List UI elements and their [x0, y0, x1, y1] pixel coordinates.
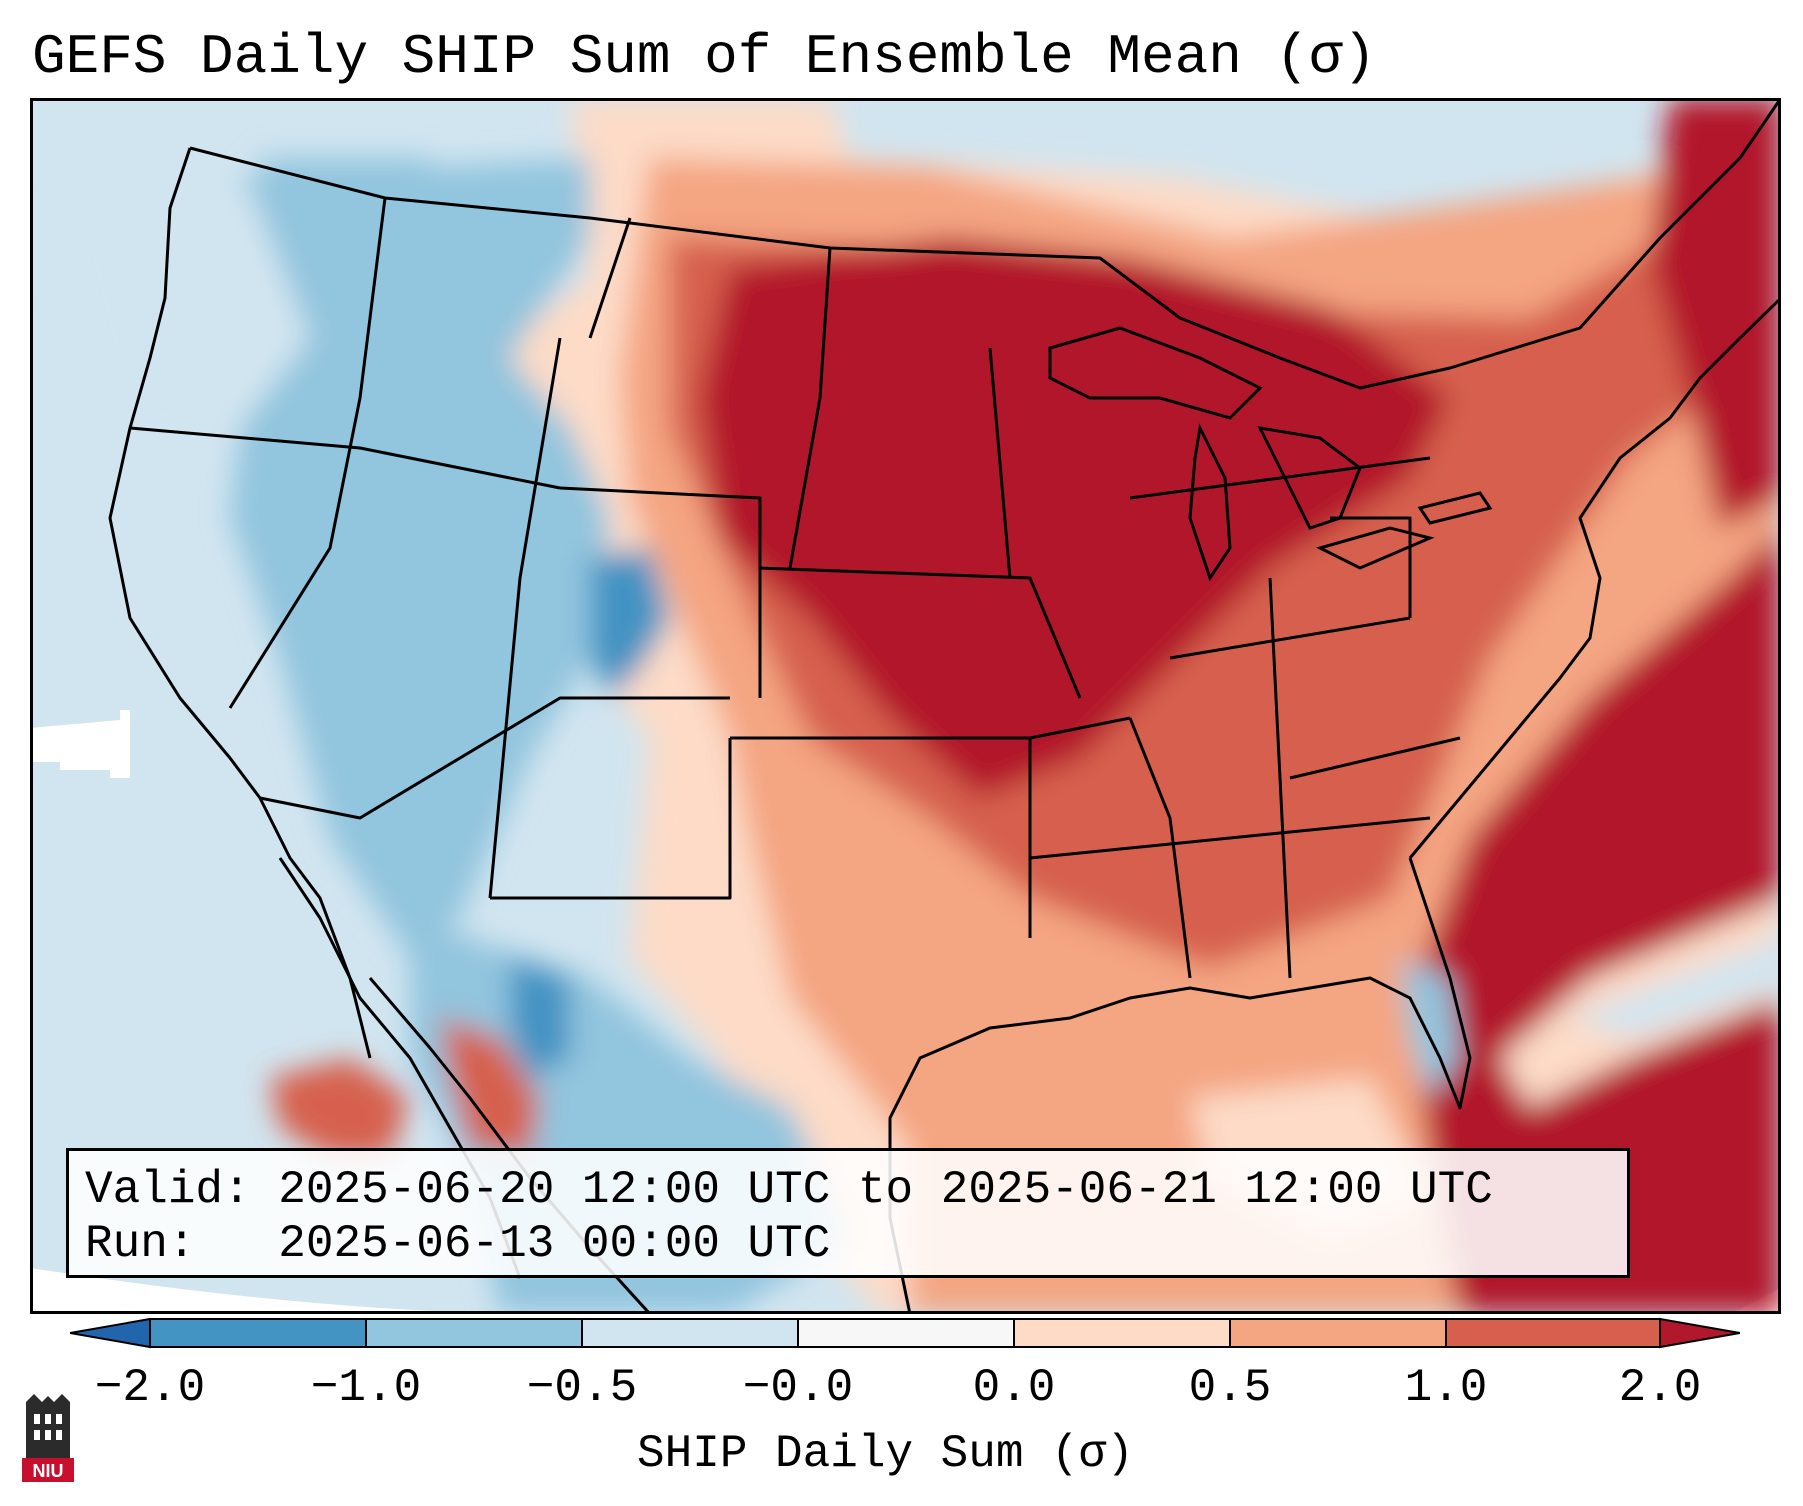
anomaly-map [30, 98, 1781, 1314]
lake-huron [1257, 426, 1362, 530]
run-value: 2025-06-13 00:00 UTC [278, 1218, 831, 1270]
field-dark-red-atlantic [1410, 528, 1781, 1314]
colorbar-tick-label: 2.0 [1618, 1362, 1702, 1414]
lake-superior [1048, 326, 1263, 420]
run-label: Run: [85, 1218, 196, 1270]
field-white-patch [30, 710, 130, 778]
niu-logo: NIU [22, 1394, 74, 1482]
map-frame [30, 98, 1781, 1314]
colorbar-max-extend [1659, 1317, 1740, 1349]
west-coast [108, 147, 372, 1059]
atlantic-coast [1408, 296, 1781, 859]
field-dark-red-midwest [700, 238, 1450, 798]
field-sierra-red [440, 1018, 540, 1158]
valid-value: 2025-06-20 12:00 UTC to 2025-06-21 12:00… [278, 1164, 1493, 1216]
colorbar-bin [582, 1319, 798, 1347]
projection-edge [30, 1268, 550, 1314]
field-florida-blue [1400, 958, 1460, 1098]
gulf-coast [888, 857, 1472, 1314]
colorbar-tick-label: −0.5 [526, 1362, 638, 1414]
field-blue-northwest [50, 188, 310, 458]
field-blue-pacific-nw [260, 158, 460, 298]
colorbar-ticks [149, 1319, 1661, 1347]
colorbar-tick-label: −1.0 [310, 1362, 422, 1414]
logo-text: NIU [33, 1461, 64, 1481]
field-dark-blue-mexico [510, 958, 570, 1078]
colorbar-label: SHIP Daily Sum (σ) [637, 1428, 1134, 1480]
lake-michigan [1188, 423, 1232, 582]
lake-erie [1315, 526, 1435, 570]
great-lakes [1048, 326, 1493, 582]
colorbar-bin [150, 1319, 366, 1347]
field-baja-red [270, 1058, 410, 1158]
us-canada-border [189, 98, 1781, 390]
field-dark-blue-colorado [590, 548, 670, 698]
field-dark-red-northeast [1650, 98, 1781, 528]
valid-label: Valid: [85, 1164, 251, 1216]
colorbar-bin [366, 1319, 582, 1347]
colorbar-min-extend [70, 1317, 151, 1349]
colorbar-tick-label: 0.5 [1188, 1362, 1272, 1414]
chart-title: GEFS Daily SHIP Sum of Ensemble Mean (σ) [32, 25, 1377, 89]
colorbar-bin [1014, 1319, 1230, 1347]
colorbar-bin [1446, 1319, 1660, 1347]
colorbar-bin [798, 1319, 1014, 1347]
colorbar-tick-label: 1.0 [1404, 1362, 1488, 1414]
logo-tower-icon [26, 1394, 70, 1458]
colorbar-bin [1230, 1319, 1446, 1347]
colorbar-tick-label: −2.0 [94, 1362, 206, 1414]
colorbar-tick-label: 0.0 [972, 1362, 1056, 1414]
field-atlantic-blue [1570, 938, 1781, 1038]
colorbar-tick-label: −0.0 [742, 1362, 854, 1414]
valid-run-box: Valid: 2025-06-20 12:00 UTC to 2025-06-2… [66, 1148, 1630, 1278]
colorbar [70, 1317, 1740, 1349]
lake-ontario [1417, 491, 1493, 525]
field-blue-west [230, 158, 610, 958]
